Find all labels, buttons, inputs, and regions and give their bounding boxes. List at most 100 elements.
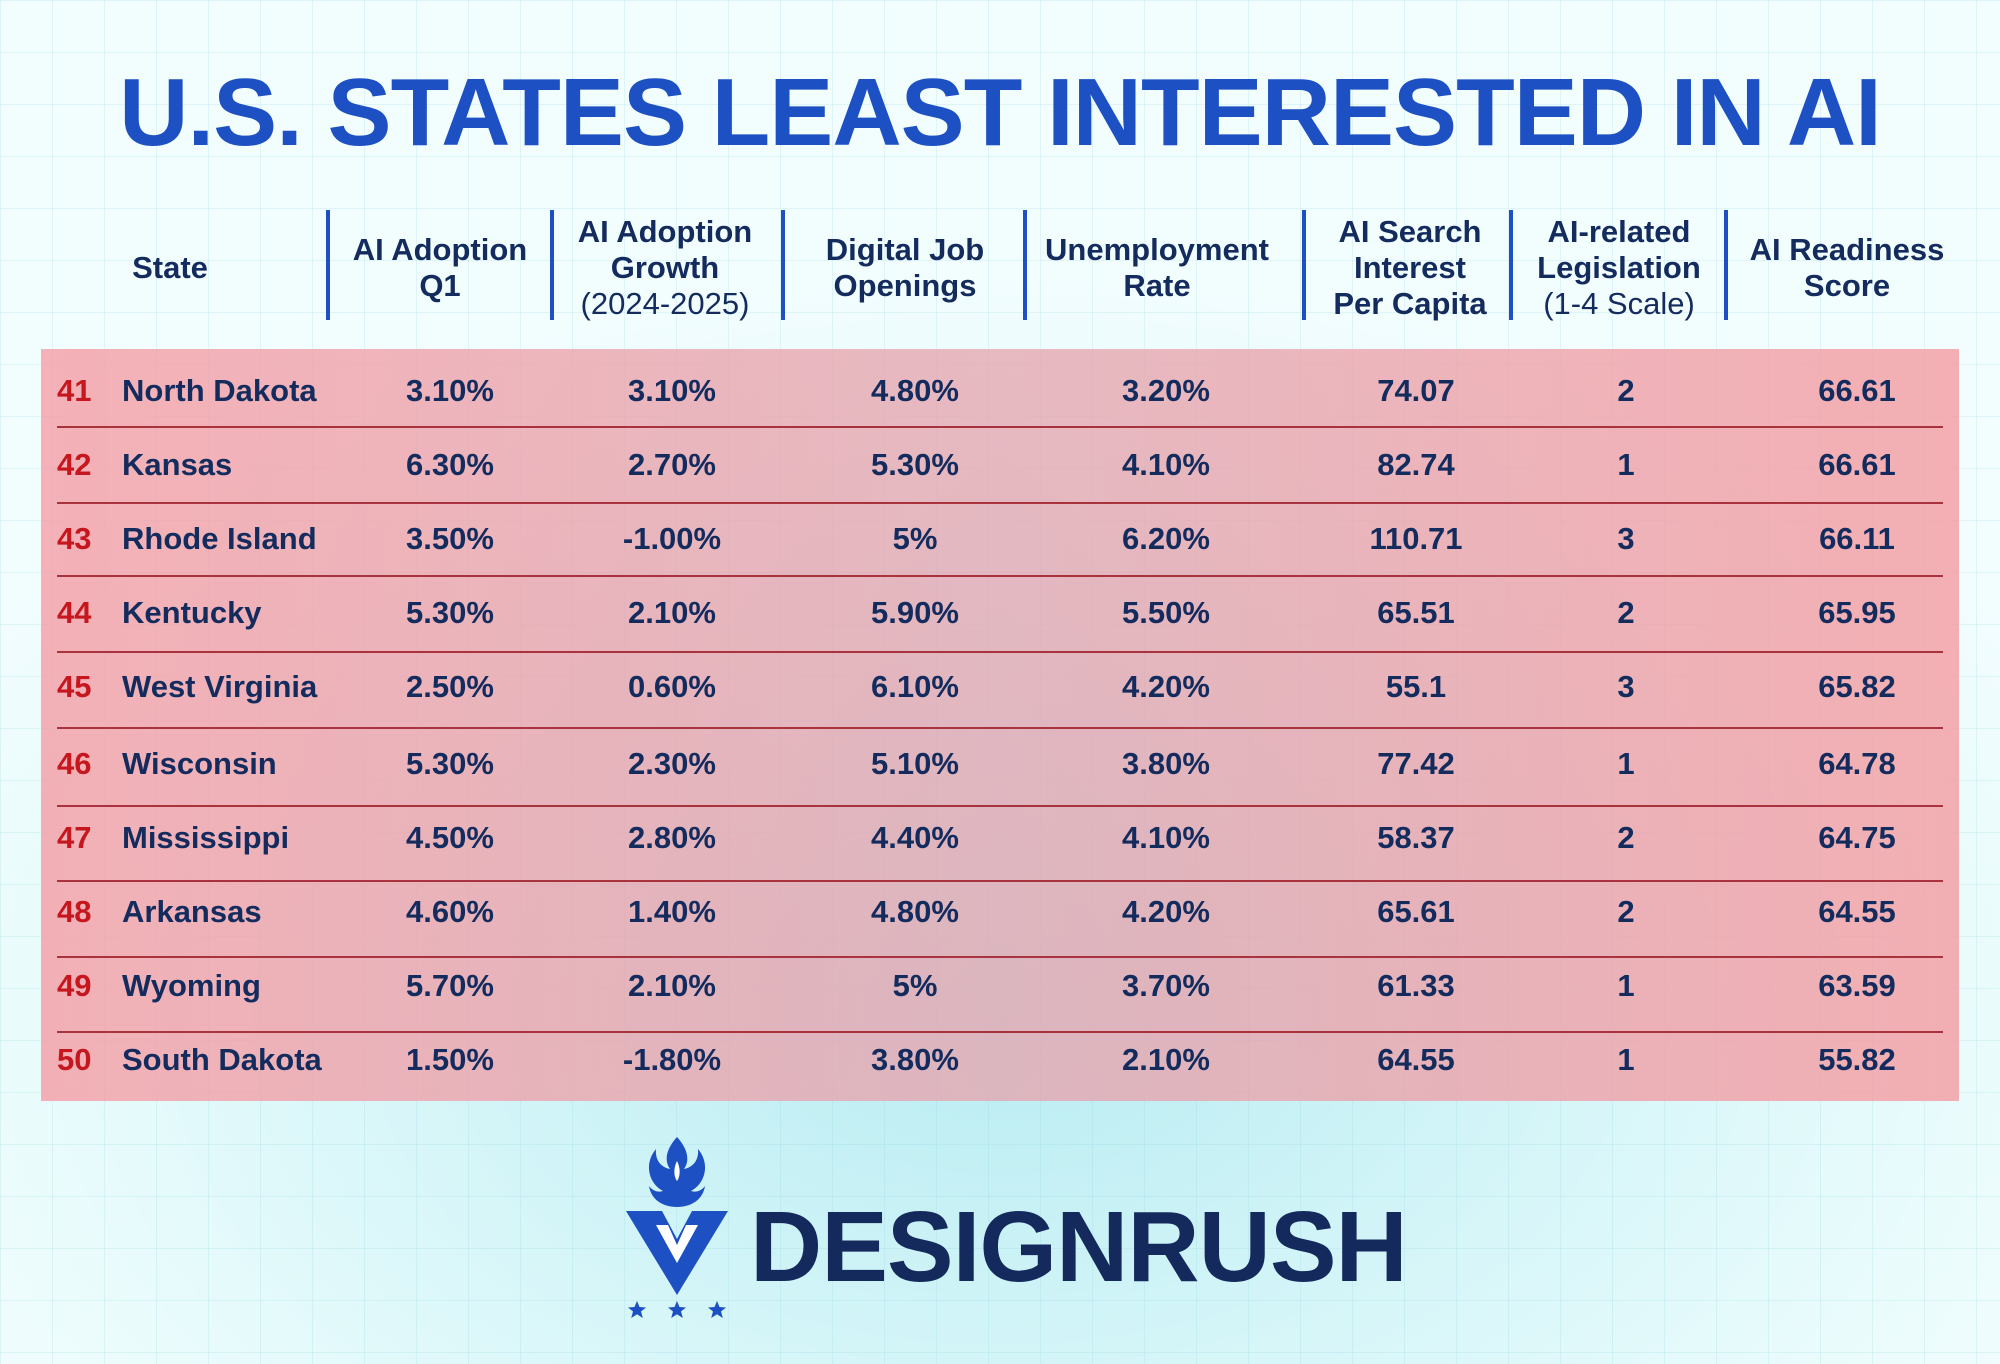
header-ai-search-interest-label: AI Search Interest Per Capita [1333, 213, 1487, 321]
row-rank: 46 [57, 746, 92, 781]
row-state: West Virginia [122, 669, 318, 704]
brand-wordmark: DESIGNRUSH [750, 1191, 1408, 1303]
torch-flame-logo-icon [626, 1137, 728, 1295]
row-rank: 42 [57, 447, 92, 482]
row-cell: 5.30% [871, 447, 959, 482]
row-separator [57, 1031, 1943, 1033]
row-cell: 2.10% [628, 595, 716, 630]
header-divider [1724, 210, 1728, 320]
row-cell: 5.30% [406, 746, 494, 781]
row-cell: 2 [1617, 595, 1635, 630]
row-cell: 66.61 [1818, 373, 1896, 408]
row-cell: 4.50% [406, 820, 494, 855]
row-cell: 0.60% [628, 669, 716, 704]
header-divider [550, 210, 554, 320]
header-ai-search-interest: AI Search Interest Per Capita [1308, 210, 1512, 325]
row-cell: 64.78 [1818, 746, 1896, 781]
header-divider [326, 210, 330, 320]
header-ai-adoption-growth: AI Adoption Growth (2024-2025) [556, 210, 774, 325]
row-cell: 1 [1617, 746, 1635, 781]
header-ai-adoption-growth-label: AI Adoption Growth [577, 213, 753, 285]
row-cell: 64.75 [1818, 820, 1896, 855]
row-cell: 5% [892, 968, 938, 1003]
row-cell: 2 [1617, 894, 1635, 929]
row-cell: 77.42 [1377, 746, 1455, 781]
header-state: State [100, 210, 240, 325]
row-cell: 4.80% [871, 373, 959, 408]
table-row: 41 North Dakota 3.10% 3.10% 4.80% 3.20% 74.07 2… [0, 362, 2000, 420]
row-cell: 6.10% [871, 669, 959, 704]
row-cell: 5.70% [406, 968, 494, 1003]
row-cell: 74.07 [1377, 373, 1455, 408]
row-separator [57, 956, 1943, 958]
row-state: Kansas [122, 447, 233, 482]
header-divider [1509, 210, 1513, 320]
header-ai-legislation: AI-related Legislation (1-4 Scale) [1516, 210, 1722, 325]
row-state: Arkansas [122, 894, 262, 929]
row-state: Kentucky [122, 595, 262, 630]
row-cell: 4.20% [1122, 669, 1210, 704]
row-cell: 5.30% [406, 595, 494, 630]
row-rank: 48 [57, 894, 92, 929]
table-row: 45 West Virginia 2.50% 0.60% 6.10% 4.20% 55.1 3… [0, 658, 2000, 716]
row-rank: 44 [57, 595, 92, 630]
header-divider [781, 210, 785, 320]
row-cell: 55.82 [1818, 1042, 1896, 1077]
row-separator [57, 426, 1943, 428]
row-cell: 3.70% [1122, 968, 1210, 1003]
row-cell: 2.50% [406, 669, 494, 704]
row-cell: -1.00% [622, 521, 722, 556]
row-cell: 2.10% [628, 968, 716, 1003]
row-cell: 65.95 [1818, 595, 1896, 630]
row-cell: 4.80% [871, 894, 959, 929]
header-divider [1023, 210, 1027, 320]
row-separator [57, 651, 1943, 653]
row-separator [57, 880, 1943, 882]
row-cell: 4.60% [406, 894, 494, 929]
header-divider [1302, 210, 1306, 320]
row-cell: 3 [1617, 669, 1635, 704]
table-row: 47 Mississippi 4.50% 2.80% 4.40% 4.10% 58.37 2 6… [0, 809, 2000, 867]
row-cell: 3.20% [1122, 373, 1210, 408]
row-cell: 3.10% [628, 373, 716, 408]
header-ai-readiness-score: AI Readiness Score [1732, 210, 1962, 325]
row-cell: 64.55 [1377, 1042, 1455, 1077]
row-cell: 3.80% [1122, 746, 1210, 781]
header-ai-adoption-q1: AI Adoption Q1 [334, 210, 546, 325]
row-cell: 1 [1617, 968, 1635, 1003]
row-rank: 50 [57, 1042, 92, 1077]
header-ai-legislation-sub: (1-4 Scale) [1543, 285, 1695, 321]
row-rank: 43 [57, 521, 92, 556]
table-row: 43 Rhode Island 3.50% -1.00% 5% 6.20% 110.71 3 6… [0, 510, 2000, 568]
row-cell: 2 [1617, 820, 1635, 855]
row-rank: 47 [57, 820, 92, 855]
header-ai-readiness-score-label: AI Readiness Score [1749, 231, 1945, 303]
row-cell: 65.51 [1377, 595, 1455, 630]
row-cell: 2.30% [628, 746, 716, 781]
header-unemployment-rate-label: Unemployment Rate [1045, 231, 1269, 303]
row-separator [57, 805, 1943, 807]
page-title: U.S. STATES LEAST INTERESTED IN AI [119, 59, 1882, 166]
row-cell: 1.50% [406, 1042, 494, 1077]
row-separator [57, 727, 1943, 729]
header-ai-legislation-label: AI-related Legislation [1537, 213, 1701, 285]
row-cell: 4.10% [1122, 820, 1210, 855]
row-cell: 64.55 [1818, 894, 1896, 929]
row-cell: 5% [892, 521, 938, 556]
row-cell: 3 [1617, 521, 1635, 556]
row-cell: 65.82 [1818, 669, 1896, 704]
row-cell: 61.33 [1377, 968, 1455, 1003]
table-row: 42 Kansas 6.30% 2.70% 5.30% 4.10% 82.74 1 66.61 [0, 436, 2000, 494]
row-cell: 5.10% [871, 746, 959, 781]
row-state: South Dakota [122, 1042, 322, 1077]
row-rank: 49 [57, 968, 92, 1003]
row-cell: 1 [1617, 1042, 1635, 1077]
row-cell: 6.20% [1122, 521, 1210, 556]
row-state: North Dakota [122, 373, 317, 408]
table-row: 44 Kentucky 5.30% 2.10% 5.90% 5.50% 65.51 2 65.9… [0, 584, 2000, 642]
row-cell: 66.61 [1818, 447, 1896, 482]
row-separator [57, 575, 1943, 577]
row-cell: 82.74 [1377, 447, 1455, 482]
row-cell: 58.37 [1377, 820, 1455, 855]
header-state-label: State [132, 249, 208, 285]
